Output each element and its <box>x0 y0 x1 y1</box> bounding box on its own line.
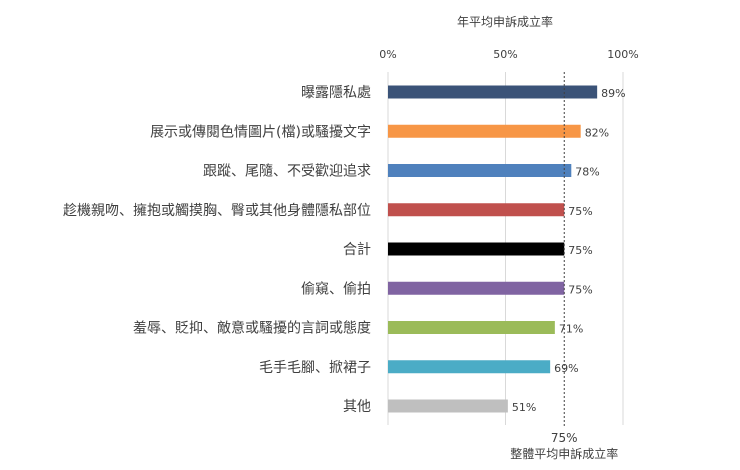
category-label: 合計 <box>343 242 371 258</box>
category-label: 偷窺、偷拍 <box>301 280 371 297</box>
reference-line-group: 75%整體平均申訴成立率 <box>510 72 618 461</box>
value-label: 71% <box>559 323 583 336</box>
value-label: 51% <box>512 401 536 414</box>
value-label: 75% <box>568 244 592 257</box>
chart-title: 年平均申訴成立率 <box>457 14 553 29</box>
x-tick-label: 50% <box>493 48 517 61</box>
bar-4 <box>388 203 565 217</box>
x-tick-label: 100% <box>607 48 638 61</box>
bar-3 <box>388 164 572 177</box>
x-tick-label: 0% <box>379 48 396 61</box>
bars-layer <box>388 85 598 413</box>
category-label: 跟蹤、尾隨、不受歡迎追求 <box>203 164 371 180</box>
value-label: 69% <box>554 362 578 375</box>
value-label: 82% <box>585 126 609 139</box>
bar-7 <box>388 321 555 334</box>
category-label: 毛手毛腳、掀裙子 <box>259 360 371 376</box>
value-label: 75% <box>568 205 592 218</box>
value-label: 75% <box>568 283 592 296</box>
bar-8 <box>388 360 551 374</box>
bar-9 <box>388 399 508 413</box>
value-label: 78% <box>575 166 599 179</box>
category-label: 展示或傳閱色情圖片(檔)或騷擾文字 <box>150 123 371 140</box>
bar-1 <box>388 85 598 99</box>
category-label: 其他 <box>343 399 371 415</box>
value-label: 89% <box>601 87 625 100</box>
reference-line-label: 整體平均申訴成立率 <box>510 446 618 461</box>
category-label: 曝露隱私處 <box>301 85 371 101</box>
labels-layer: 0% 50% 100% 曝露隱私處 89% 展示或傳閱色情圖片(檔)或騷擾文字 82% 跟蹤、… <box>63 48 639 415</box>
reference-line-value: 75% <box>551 431 578 445</box>
bar-2 <box>388 124 581 138</box>
bar-5 <box>388 242 565 256</box>
bar-6 <box>388 281 565 295</box>
category-label: 羞辱、貶抑、敵意或騷擾的言詞或態度 <box>133 320 371 337</box>
category-label: 趁機親吻、擁抱或觸摸胸、臀或其他身體隱私部位 <box>63 203 371 219</box>
